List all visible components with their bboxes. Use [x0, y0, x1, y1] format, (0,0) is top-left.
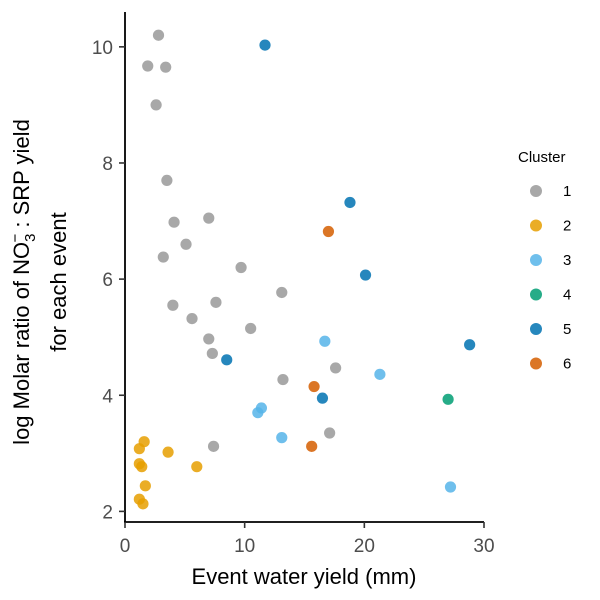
data-point-cluster-1	[167, 299, 179, 311]
y-tick-label: 10	[92, 38, 113, 59]
y-ticks: 2 4 6 8 10	[92, 38, 125, 523]
y-tick-label: 6	[102, 270, 113, 291]
data-point-cluster-2	[136, 461, 148, 473]
data-point-cluster-5	[259, 39, 271, 51]
y-axis-title-subscript: 3	[22, 234, 39, 242]
data-point-cluster-3	[252, 407, 264, 419]
legend-label-4: 4	[563, 287, 571, 304]
y-axis-title: log Molar ratio of NO3− : SRP yield for …	[7, 119, 71, 445]
data-point-cluster-1	[206, 347, 218, 360]
data-point-cluster-5	[221, 354, 233, 366]
data-point-cluster-1	[161, 174, 173, 186]
legend-key-6	[530, 357, 542, 370]
data-point-cluster-1	[277, 373, 289, 386]
data-point-cluster-1	[157, 251, 169, 263]
legend-key-5	[530, 323, 542, 335]
data-point-cluster-1	[245, 322, 257, 335]
legend-key-1	[530, 185, 542, 197]
data-point-cluster-1	[203, 333, 215, 345]
y-tick-label: 4	[102, 386, 113, 407]
data-point-cluster-2	[139, 480, 151, 492]
data-point-cluster-2	[137, 498, 149, 510]
data-point-cluster-1	[152, 29, 165, 41]
data-point-cluster-6	[322, 225, 335, 238]
data-point-cluster-1	[235, 261, 247, 274]
data-point-cluster-1	[330, 362, 342, 374]
data-point-cluster-1	[207, 440, 220, 452]
legend-title: Cluster	[518, 149, 566, 166]
data-point-cluster-1	[142, 60, 154, 72]
x-tick-label: 0	[120, 536, 131, 557]
legend-label-1: 1	[563, 183, 571, 200]
data-point-cluster-3	[276, 432, 288, 444]
data-point-cluster-2	[162, 446, 174, 458]
data-point-cluster-3	[319, 335, 331, 347]
x-tick-label: 20	[354, 536, 375, 557]
legend-label-3: 3	[563, 252, 571, 269]
svg-text:log Molar ratio of NO3− : SRP: log Molar ratio of NO3− : SRP yield	[7, 119, 39, 445]
legend-label-2: 2	[563, 218, 571, 235]
x-tick-label: 10	[234, 536, 255, 557]
data-point-cluster-1	[180, 238, 192, 250]
legend-key-2	[530, 219, 542, 232]
data-point-cluster-2	[191, 461, 203, 473]
y-axis-title-prefix: log Molar ratio of NO	[9, 242, 34, 445]
data-point-cluster-1	[150, 99, 162, 111]
y-tick-label: 2	[102, 502, 113, 523]
data-point-cluster-1	[168, 216, 180, 228]
data-point-cluster-2	[133, 443, 145, 455]
legend-label-5: 5	[563, 321, 571, 338]
points-layer	[133, 29, 476, 510]
y-axis-title-line2: for each event	[46, 212, 71, 351]
data-point-cluster-5	[359, 269, 372, 281]
data-point-cluster-1	[186, 313, 198, 325]
x-ticks: 0 10 20 30	[120, 522, 495, 557]
legend-key-4	[530, 288, 542, 301]
legend-label-6: 6	[563, 356, 571, 373]
data-point-cluster-1	[203, 212, 215, 224]
x-tick-label: 30	[473, 536, 494, 557]
data-point-cluster-6	[308, 380, 320, 393]
data-point-cluster-1	[210, 296, 222, 308]
legend-items: 1 2 3 4 5 6	[530, 183, 571, 373]
data-point-cluster-3	[444, 481, 457, 493]
legend-key-3	[530, 254, 542, 266]
y-axis-title-superscript: −	[7, 234, 24, 243]
y-tick-label: 8	[102, 154, 113, 175]
data-point-cluster-1	[324, 427, 336, 439]
data-point-cluster-4	[442, 393, 454, 405]
data-point-cluster-5	[316, 392, 329, 404]
x-axis-title: Event water yield (mm)	[192, 564, 417, 589]
legend: Cluster 1 2 3 4 5 6	[518, 149, 571, 373]
data-point-cluster-1	[160, 61, 172, 73]
data-point-cluster-3	[374, 368, 386, 380]
data-point-cluster-1	[276, 286, 288, 299]
data-point-cluster-6	[306, 440, 318, 452]
y-axis-title-suffix: : SRP yield	[9, 119, 34, 234]
data-point-cluster-5	[464, 339, 476, 351]
data-point-cluster-5	[344, 196, 356, 209]
